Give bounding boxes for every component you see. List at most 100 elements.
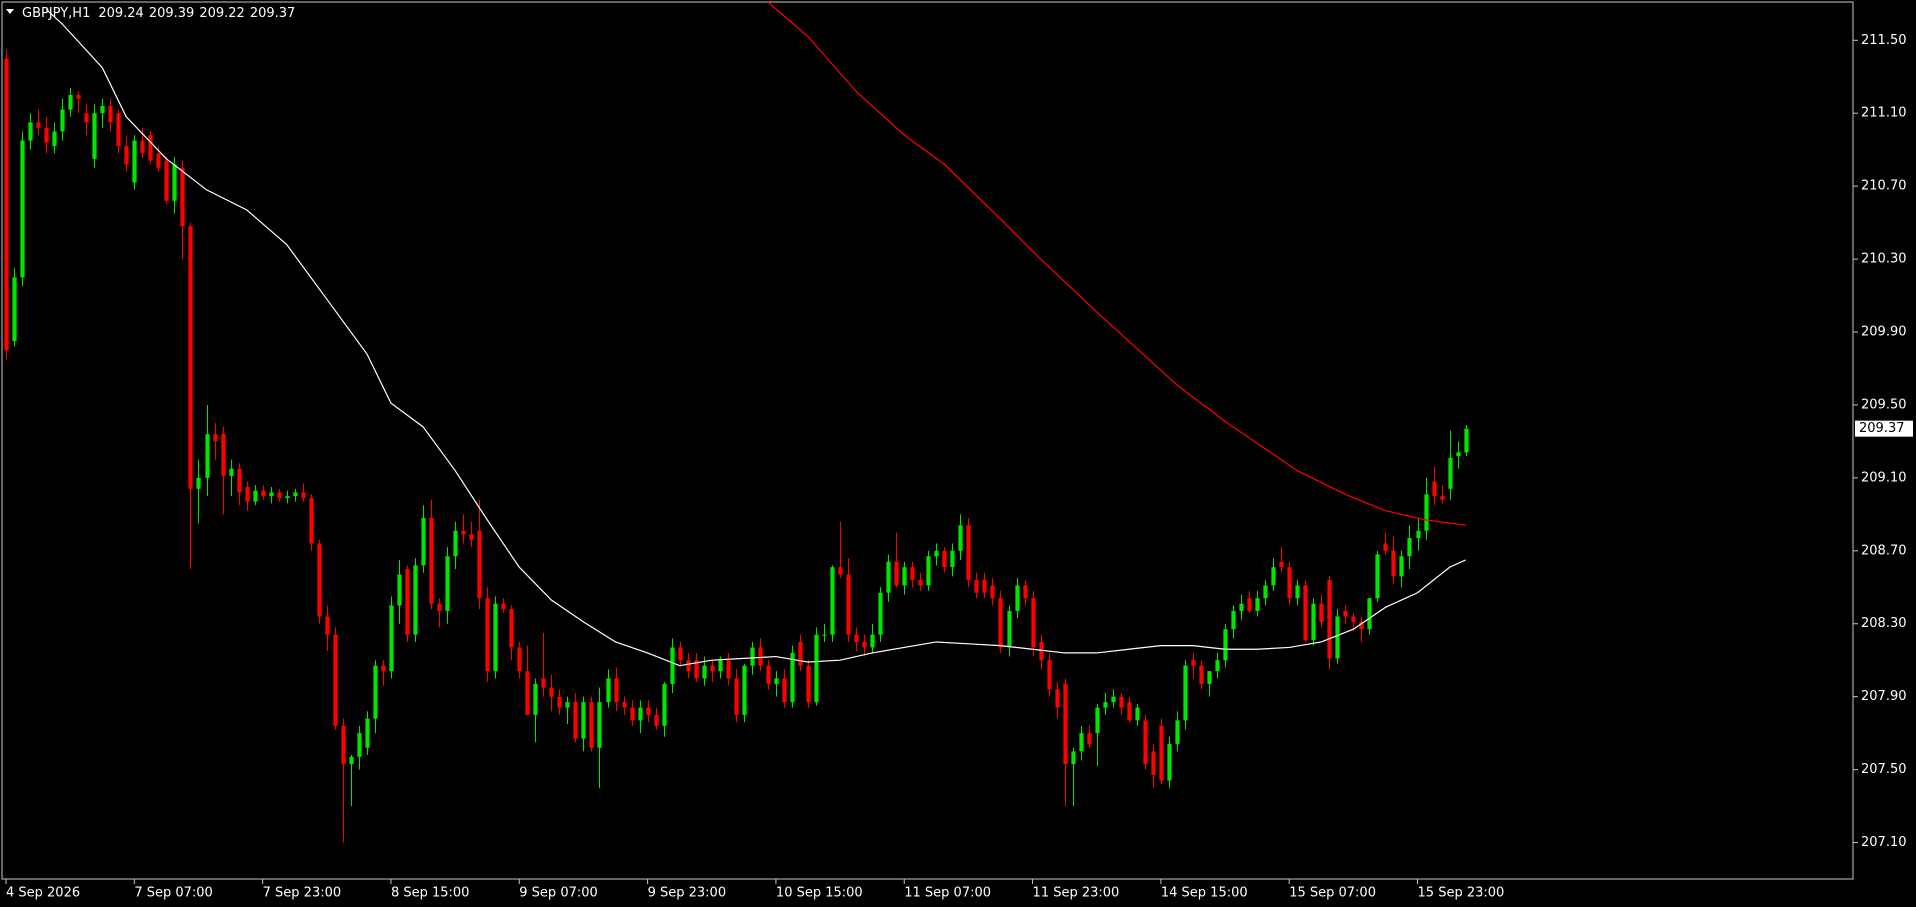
candle-body xyxy=(998,598,1003,648)
candle-body xyxy=(1383,543,1388,551)
candle-body xyxy=(1327,579,1332,659)
candle-body xyxy=(750,647,755,666)
x-tick-label: 4 Sep 2026 xyxy=(6,886,80,901)
candle-body xyxy=(1375,554,1380,599)
candle-body xyxy=(1063,683,1068,765)
candle-body xyxy=(1247,598,1252,611)
candle-body xyxy=(862,641,867,648)
candle-body xyxy=(445,556,450,611)
candle-body xyxy=(20,140,25,278)
candle-body xyxy=(469,534,474,540)
candle-body xyxy=(1151,751,1156,776)
y-tick-label: 207.50 xyxy=(1861,762,1907,777)
candle-body xyxy=(654,714,659,726)
candle-body xyxy=(253,490,258,502)
x-tick-label: 11 Sep 07:00 xyxy=(904,886,991,901)
candle-body xyxy=(822,634,827,636)
x-tick-label: 15 Sep 07:00 xyxy=(1289,886,1376,901)
candle-body xyxy=(774,678,779,684)
candle-body xyxy=(36,122,41,128)
candle-body xyxy=(766,665,771,684)
candle-body xyxy=(606,678,611,703)
candle-body xyxy=(726,660,731,679)
candle-body xyxy=(1359,621,1364,630)
candle-body xyxy=(630,707,635,721)
candle-body xyxy=(1440,496,1445,500)
high: 209.39 xyxy=(149,6,195,21)
candle-body xyxy=(1167,744,1172,781)
candle-body xyxy=(116,113,121,147)
candle-body xyxy=(525,671,530,715)
candle-body xyxy=(1039,641,1044,661)
candle-body xyxy=(325,616,330,635)
candle-body xyxy=(213,434,218,442)
candle-body xyxy=(565,702,570,708)
candle-body xyxy=(982,579,987,593)
candle-body xyxy=(1271,567,1276,586)
candle-body xyxy=(381,665,386,672)
candle-body xyxy=(1183,665,1188,721)
candle-body xyxy=(349,756,354,765)
x-tick-label: 9 Sep 07:00 xyxy=(519,886,598,901)
candle-body xyxy=(44,127,49,143)
candle-body xyxy=(301,492,306,498)
candle-body xyxy=(1311,603,1316,641)
moving-average-line xyxy=(45,8,1466,667)
candle-body xyxy=(1143,720,1148,765)
candle-body xyxy=(221,434,226,477)
plot-area xyxy=(4,2,1469,843)
candle-body xyxy=(164,160,169,201)
candle-body xyxy=(1087,733,1092,745)
candle-body xyxy=(1295,585,1300,599)
candle-body xyxy=(1071,751,1076,765)
candle-body xyxy=(421,517,426,566)
candle-body xyxy=(710,665,715,672)
candle-body xyxy=(68,94,73,110)
candle-body xyxy=(902,567,907,586)
candle-body xyxy=(974,579,979,593)
candle-body xyxy=(333,634,338,726)
candle-body xyxy=(461,530,466,535)
candle-body xyxy=(405,569,410,635)
candle-body xyxy=(1303,585,1308,641)
candle-body xyxy=(1159,725,1164,781)
y-tick-label: 209.50 xyxy=(1861,397,1907,412)
candle-body xyxy=(509,609,514,648)
candle-body xyxy=(1416,530,1421,539)
candle-body xyxy=(1231,610,1236,630)
candle-body xyxy=(477,530,482,599)
candle-body xyxy=(108,105,113,123)
candle-body xyxy=(277,492,282,498)
candle-body xyxy=(341,725,346,765)
candle-body xyxy=(541,678,546,688)
candle-body xyxy=(1255,598,1260,611)
candle-body xyxy=(549,687,554,697)
candle-body xyxy=(1135,707,1140,721)
candle-body xyxy=(1199,665,1204,684)
candle-body xyxy=(92,113,97,159)
candle-body xyxy=(950,550,955,568)
candle-body xyxy=(702,665,707,679)
candle-body xyxy=(1023,585,1028,599)
candle-body xyxy=(84,113,89,123)
candle-body xyxy=(1424,494,1429,531)
x-tick-label: 14 Sep 15:00 xyxy=(1161,886,1248,901)
candle-body xyxy=(1079,733,1084,752)
y-tick-label: 211.50 xyxy=(1861,33,1907,48)
candle-body xyxy=(124,146,129,165)
menu-arrow[interactable] xyxy=(6,9,14,14)
candle-body xyxy=(846,574,851,635)
candle-body xyxy=(894,561,899,586)
y-tick-label: 210.30 xyxy=(1861,252,1907,267)
candle-body xyxy=(205,434,210,478)
open: 209.24 xyxy=(98,6,144,21)
candle-body xyxy=(245,486,250,502)
candle-body xyxy=(1432,481,1437,497)
candle-body xyxy=(581,702,586,739)
candle-body xyxy=(485,598,490,672)
candle-body xyxy=(453,530,458,557)
last-price-box xyxy=(1855,420,1913,437)
candle-body xyxy=(269,492,274,497)
candle-body xyxy=(4,58,9,351)
